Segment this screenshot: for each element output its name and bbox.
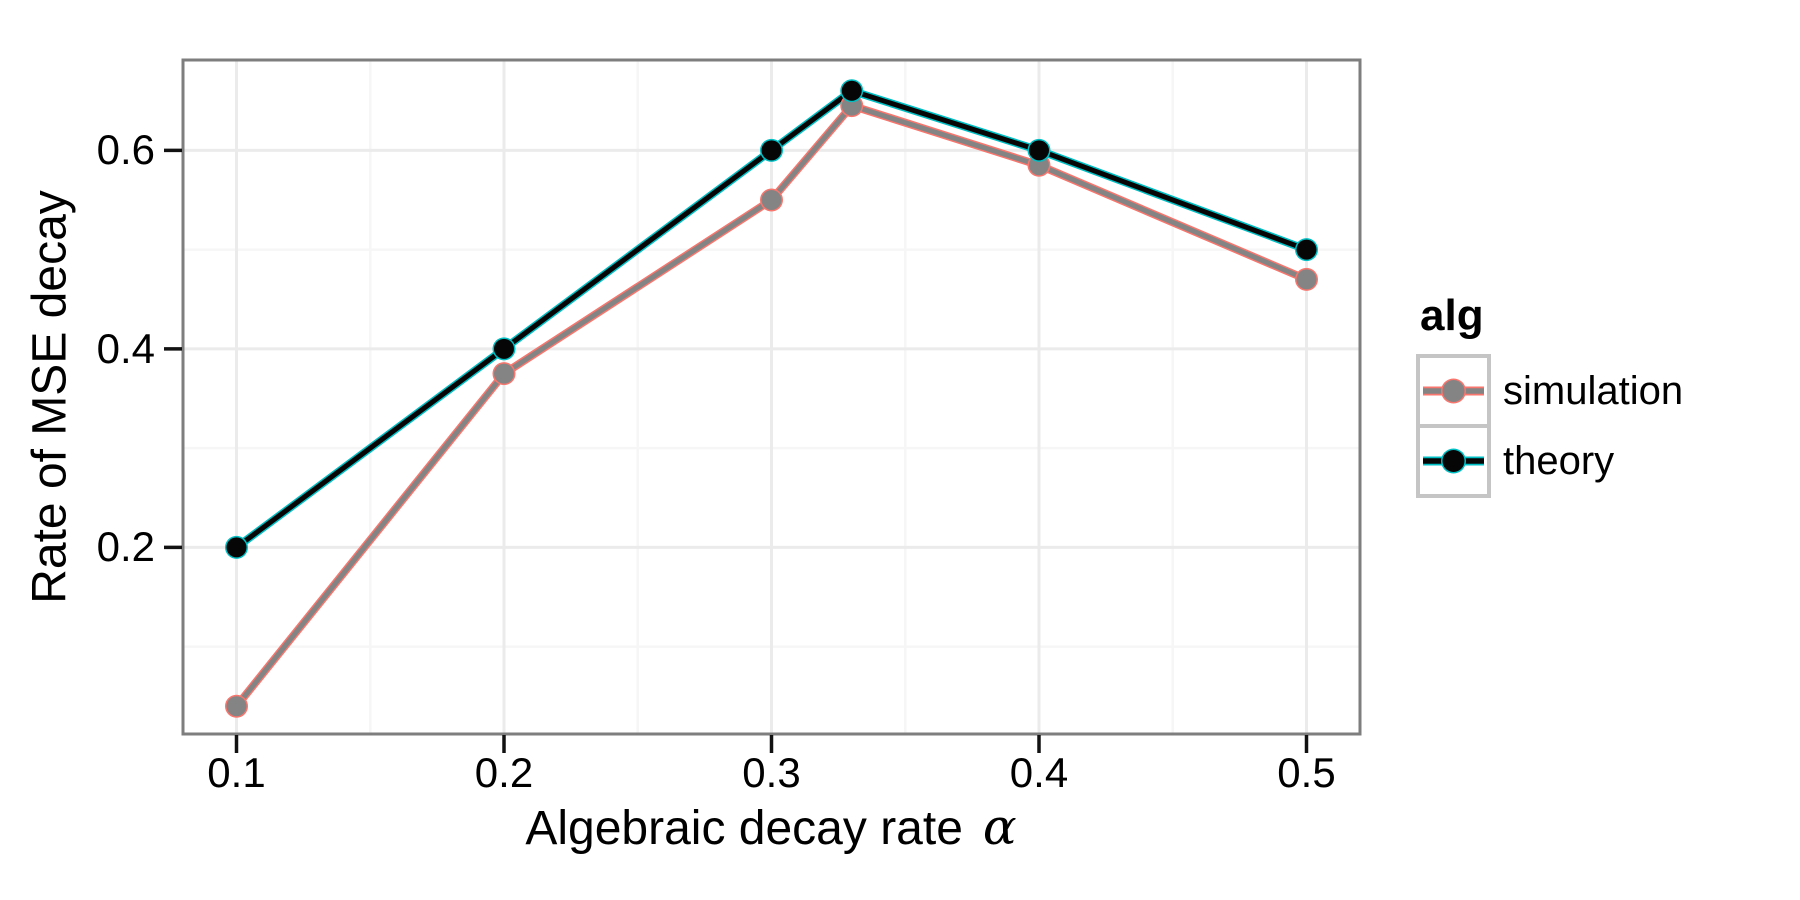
- x-axis-title-text: Algebraic decay rate: [525, 802, 963, 855]
- x-tick-label: 0.4: [1009, 749, 1069, 796]
- legend-key-simulation: [1416, 354, 1491, 428]
- data-point-simulation: [226, 696, 247, 717]
- data-point-theory: [761, 140, 782, 161]
- x-tick-label: 0.3: [742, 749, 801, 796]
- y-tick-label: 0.4: [96, 324, 155, 372]
- legend-key-theory: [1416, 424, 1491, 498]
- legend: alg simulation theo: [1416, 294, 1683, 498]
- data-point-theory: [226, 537, 247, 558]
- panel-border: [181, 58, 1362, 736]
- series-lines: [232, 86, 1311, 711]
- legend-key-glyph-theory: [1423, 448, 1484, 474]
- legend-entry-theory: theory: [1416, 424, 1683, 498]
- legend-label-theory: theory: [1503, 439, 1615, 483]
- x-tick-label: 0.2: [474, 749, 534, 796]
- series-points: [225, 79, 1318, 718]
- data-point-theory: [1296, 239, 1317, 260]
- data-point-theory: [494, 338, 514, 359]
- legend-key-glyph-simulation: [1423, 378, 1484, 404]
- alpha-symbol: α: [982, 798, 1017, 856]
- y-tick-label: 0.6: [96, 126, 155, 174]
- series-line-theory: [234, 88, 1309, 550]
- data-point-simulation: [494, 363, 514, 384]
- data-point-theory: [1029, 140, 1049, 161]
- legend-title: alg: [1420, 291, 1484, 340]
- data-point-simulation: [1296, 269, 1317, 290]
- series-line-simulation: [234, 103, 1309, 709]
- y-axis-title: Rate of MSE decay: [23, 190, 77, 604]
- axis-tick-marks: [164, 148, 1309, 753]
- legend-entry-simulation: simulation: [1416, 354, 1683, 428]
- x-tick-label: 0.5: [1277, 749, 1336, 796]
- data-point-simulation: [761, 189, 782, 210]
- x-axis-title: Algebraic decay rate α: [525, 798, 1016, 856]
- x-tick-label: 0.1: [207, 749, 266, 796]
- y-tick-label: 0.2: [96, 523, 155, 571]
- data-point-theory: [841, 80, 862, 101]
- legend-label-simulation: simulation: [1503, 369, 1684, 413]
